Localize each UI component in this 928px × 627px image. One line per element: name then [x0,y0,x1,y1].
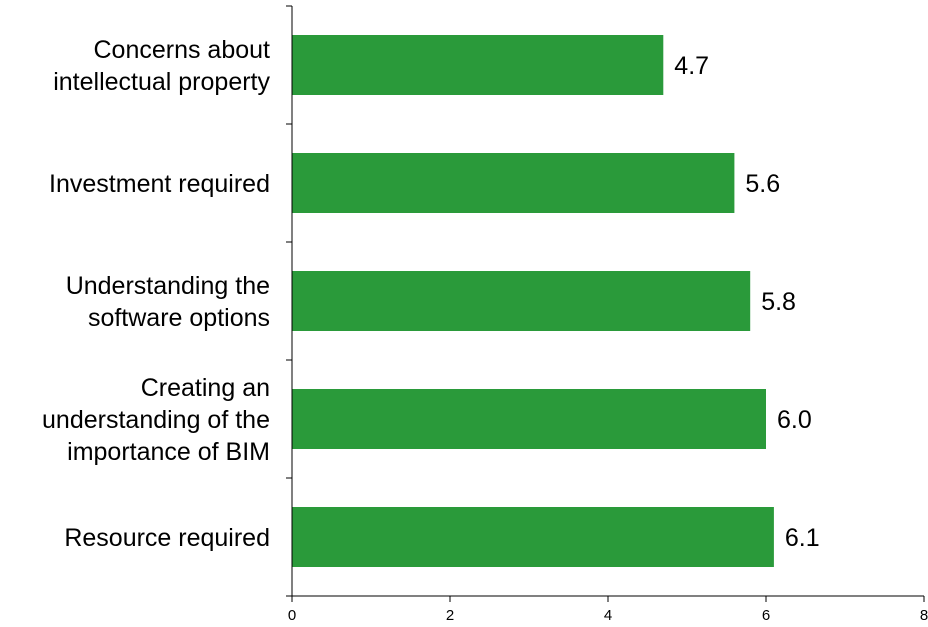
x-tick-label: 6 [762,607,770,624]
bars-group [292,35,774,567]
axes-group [286,5,925,602]
value-label: 6.0 [777,406,812,434]
value-label: 5.6 [745,170,780,198]
bar [292,389,766,449]
value-label: 6.1 [785,524,820,552]
value-label: 5.8 [761,288,796,316]
x-tick-label: 4 [604,607,612,624]
category-label: Creating an understanding of the importanc… [42,374,270,466]
bar [292,507,774,567]
bar [292,153,735,213]
x-tick-label: 0 [288,607,296,624]
bar [292,35,664,95]
x-tick-label: 2 [446,607,454,624]
category-label: Investment required [49,170,270,198]
value-label: 4.7 [674,52,709,80]
category-label: Understanding the software options [66,272,270,332]
category-label: Resource required [64,524,270,552]
bar [292,271,751,331]
category-label: Concerns about intellectual property [53,36,270,96]
labels-group: 4.7 Concerns about intellectual property 5.… [42,36,928,624]
x-tick-label: 8 [920,607,928,624]
